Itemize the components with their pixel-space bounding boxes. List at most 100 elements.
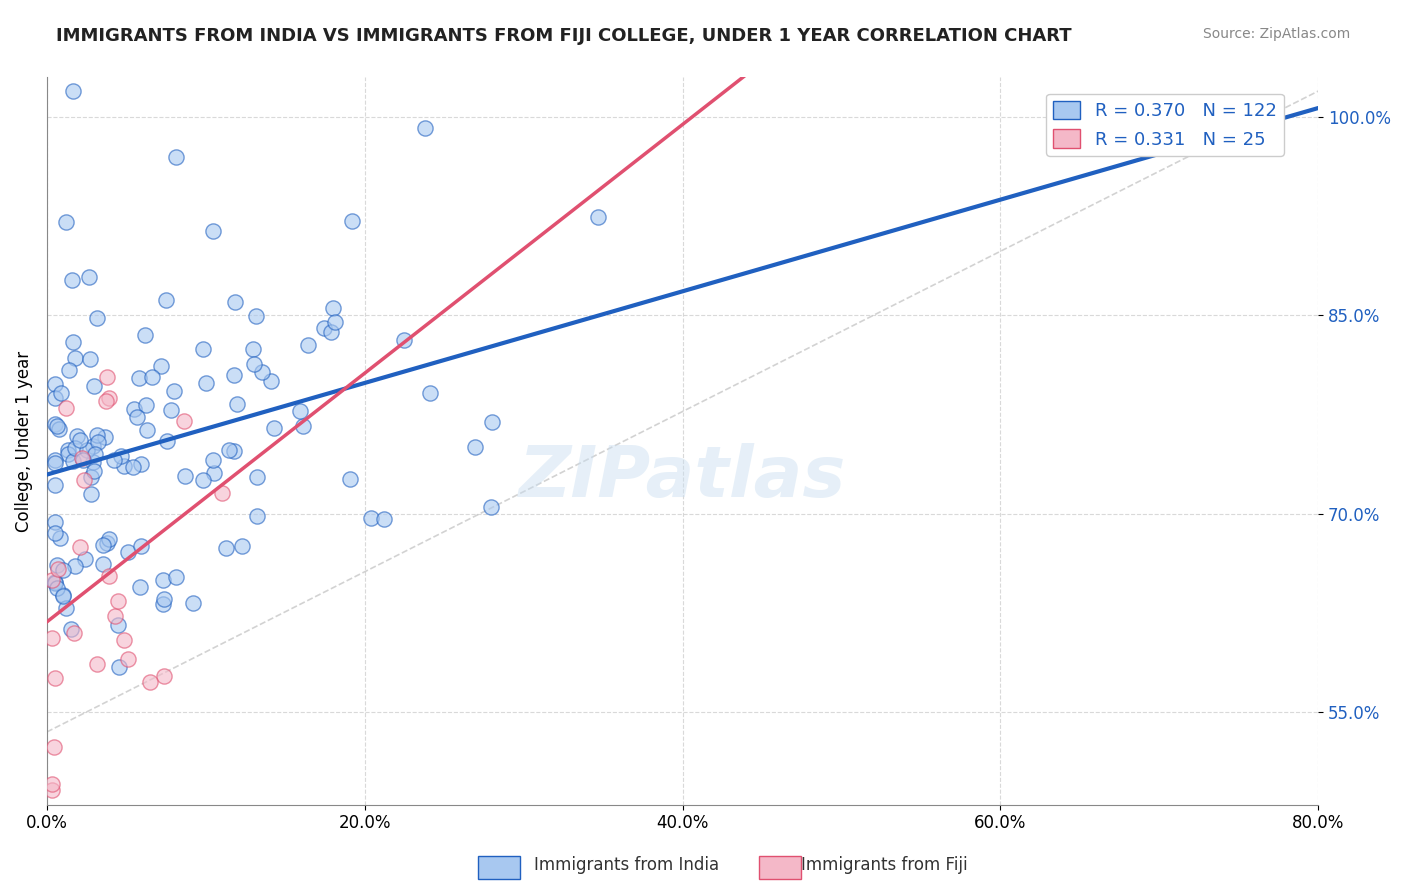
Point: [69, 433, 91, 447]
Point: [86, 657, 108, 671]
Point: [152, 669, 174, 683]
Point: [94, 430, 117, 444]
Point: [72, 450, 94, 465]
Point: [86, 428, 108, 442]
Point: [44, 575, 66, 590]
Point: [242, 342, 264, 356]
Point: [224, 443, 246, 458]
Point: [191, 342, 214, 356]
Point: [152, 591, 174, 606]
Point: [373, 512, 395, 526]
Point: [322, 301, 344, 316]
Point: [479, 500, 502, 515]
Point: [183, 596, 205, 610]
Point: [340, 213, 363, 227]
Point: [263, 421, 285, 435]
Point: [44, 377, 66, 392]
Point: [55, 214, 77, 228]
Point: [103, 452, 125, 467]
Point: [152, 573, 174, 587]
Point: [91, 557, 114, 571]
Point: [62, 334, 84, 349]
Point: [112, 458, 135, 473]
Point: [45, 558, 67, 573]
Point: [107, 594, 129, 608]
Point: [60, 273, 83, 287]
Point: [58, 447, 80, 461]
Point: [87, 435, 110, 450]
Point: [291, 419, 314, 434]
Point: [42, 739, 65, 754]
Text: Immigrants from Fiji: Immigrants from Fiji: [801, 856, 969, 874]
Point: [91, 538, 114, 552]
Point: [107, 617, 129, 632]
Point: [202, 466, 225, 480]
Point: [104, 609, 127, 624]
Point: [41, 632, 63, 646]
Point: [211, 486, 233, 500]
Point: [86, 310, 108, 325]
Point: [41, 573, 63, 587]
Point: [96, 369, 118, 384]
Point: [73, 551, 96, 566]
Point: [110, 450, 132, 464]
Point: [141, 370, 163, 384]
Point: [66, 428, 89, 442]
Point: [152, 597, 174, 611]
Point: [243, 357, 266, 371]
Point: [48, 422, 70, 436]
Point: [51, 386, 73, 401]
Point: [246, 509, 269, 524]
Point: [46, 562, 69, 576]
Point: [82, 455, 104, 469]
Text: Source: ZipAtlas.com: Source: ZipAtlas.com: [1202, 27, 1350, 41]
Point: [52, 589, 75, 603]
Point: [129, 539, 152, 553]
Point: [250, 365, 273, 379]
Point: [201, 224, 224, 238]
Point: [156, 434, 179, 449]
Point: [134, 328, 156, 343]
Point: [194, 376, 217, 391]
Point: [77, 270, 100, 285]
Point: [44, 392, 66, 406]
Point: [139, 675, 162, 690]
Point: [160, 403, 183, 417]
Point: [260, 374, 283, 388]
Point: [225, 397, 247, 411]
Point: [41, 777, 63, 791]
Point: [481, 415, 503, 429]
Point: [63, 351, 86, 366]
Point: [51, 563, 73, 577]
Point: [231, 539, 253, 553]
Point: [419, 385, 441, 400]
Point: [62, 626, 84, 640]
Point: [128, 371, 150, 385]
Point: [44, 515, 66, 529]
Point: [97, 568, 120, 582]
Point: [150, 359, 173, 373]
Point: [63, 558, 86, 573]
Point: [80, 487, 103, 501]
Point: [72, 453, 94, 467]
Point: [246, 470, 269, 484]
Point: [82, 439, 104, 453]
Point: [107, 660, 129, 674]
Text: IMMIGRANTS FROM INDIA VS IMMIGRANTS FROM FIJI COLLEGE, UNDER 1 YEAR CORRELATION : IMMIGRANTS FROM INDIA VS IMMIGRANTS FROM…: [56, 27, 1071, 45]
Point: [127, 410, 149, 425]
Point: [76, 443, 98, 458]
Point: [41, 782, 63, 797]
Point: [52, 590, 75, 604]
Point: [174, 468, 197, 483]
Point: [117, 652, 139, 666]
Point: [224, 368, 246, 382]
Point: [44, 452, 66, 467]
Point: [58, 362, 80, 376]
Text: ZIPatlas: ZIPatlas: [519, 443, 846, 512]
Point: [49, 531, 72, 545]
Text: Immigrants from India: Immigrants from India: [534, 856, 720, 874]
Point: [165, 150, 187, 164]
Point: [131, 458, 153, 472]
Point: [297, 338, 319, 352]
Point: [224, 295, 246, 310]
